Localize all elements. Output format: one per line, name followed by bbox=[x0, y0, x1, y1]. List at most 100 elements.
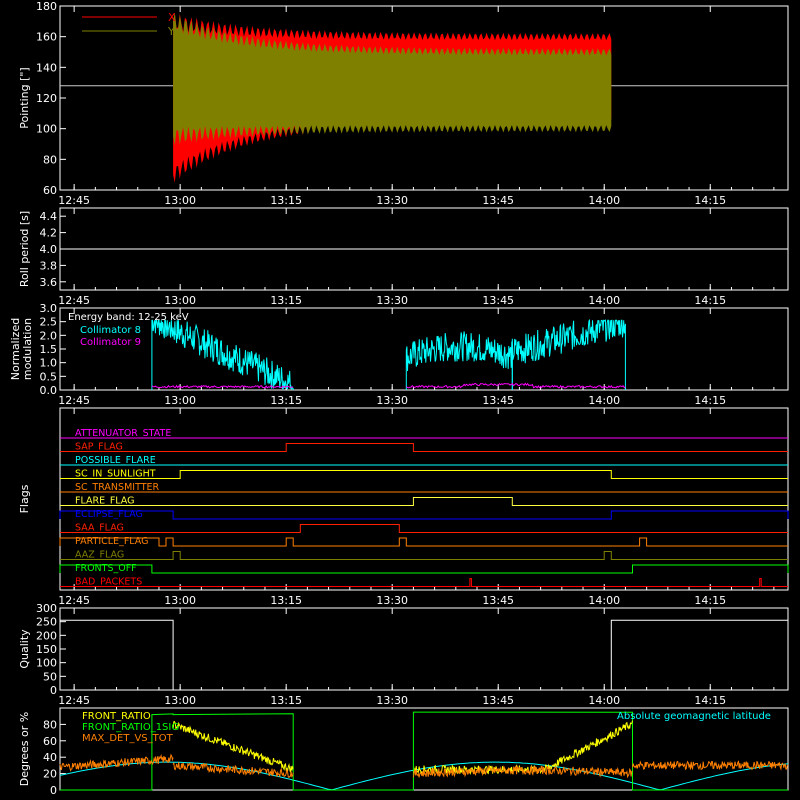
flags-xtick-label: 13:45 bbox=[482, 594, 514, 607]
pointing-legend-label-Y: Y bbox=[167, 25, 175, 38]
modulation-collimator8-segment bbox=[405, 331, 513, 390]
pointing-xtick-label: 13:00 bbox=[164, 194, 196, 207]
modulation-collimator8-segment bbox=[511, 318, 626, 390]
quality-xtick-label: 13:30 bbox=[376, 694, 408, 707]
pointing-xtick-label: 13:15 bbox=[270, 194, 302, 207]
flags-xtick-label: 13:15 bbox=[270, 594, 302, 607]
flag-line-eclipse_flag bbox=[59, 510, 789, 520]
pointing-ylabel: Pointing ["] bbox=[18, 67, 31, 128]
ratios-legend-0: FRONT_RATIO bbox=[82, 711, 151, 722]
flag-label-particle_flag: PARTICLE_FLAG bbox=[75, 536, 148, 547]
flag-label-flare_flag: FLARE_FLAG bbox=[75, 496, 135, 507]
ratios-max-det-line bbox=[172, 762, 294, 779]
ratios-ytick-label: 60 bbox=[43, 735, 57, 748]
ratios-annotation: Absolute geomagnetic latitude bbox=[617, 711, 771, 722]
roll-ytick-label: 3.8 bbox=[40, 259, 58, 272]
ratios-legend-2: MAX_DET_VS_TOT bbox=[82, 733, 174, 744]
pointing-xtick-label: 13:45 bbox=[482, 194, 514, 207]
ratios-front-ratio-1sig-line bbox=[60, 711, 788, 791]
flags-ylabel: Flags bbox=[18, 484, 31, 513]
modulation-ytick-label: 3.0 bbox=[40, 302, 58, 315]
modulation-ylabel-line2: modulation bbox=[21, 318, 34, 380]
flag-label-saa_flag: SAA_FLAG bbox=[75, 523, 124, 534]
flag-label-sc_transmitter: SC_TRANSMITTER bbox=[75, 482, 160, 493]
quality-ytick-label: 250 bbox=[36, 616, 57, 629]
flag-label-possible_flare: POSSIBLE_FLARE bbox=[75, 455, 156, 466]
ratios-ytick-label: 20 bbox=[43, 768, 57, 781]
flags-panel: 12:45 13:00 13:15 13:30 13:45 14:00 14:15 Flags… bbox=[18, 407, 789, 607]
roll-xtick-label: 12:45 bbox=[58, 294, 90, 307]
modulation-ytick-label: 1.5 bbox=[40, 343, 58, 356]
quality-ytick-label: 50 bbox=[43, 670, 57, 683]
quality-xtick-label: 13:00 bbox=[164, 694, 196, 707]
pointing-xtick-label: 13:30 bbox=[376, 194, 408, 207]
flag-label-attenuator_state: ATTENUATOR_STATE bbox=[75, 428, 171, 439]
pointing-series-Y bbox=[173, 12, 612, 146]
modulation-collimator9-segment bbox=[151, 384, 294, 389]
ratios-front-ratio-line bbox=[172, 721, 294, 773]
flag-line-sc_in_sunlight bbox=[60, 470, 788, 479]
pointing-xtick-label: 14:00 bbox=[588, 194, 620, 207]
flag-line-sap_flag bbox=[60, 443, 788, 452]
modulation-xtick-label: 13:15 bbox=[270, 394, 302, 407]
pointing-panel: 60 80 100 120 140 160 180 12:45 13:00 13:15 13:30 1… bbox=[18, 0, 789, 207]
flag-line-fronts_off bbox=[59, 564, 789, 574]
modulation-ylabel-line1: Normalized bbox=[9, 318, 22, 380]
flags-xtick-label: 14:15 bbox=[694, 594, 726, 607]
quality-xtick-label: 13:15 bbox=[270, 694, 302, 707]
roll-xtick-label: 14:15 bbox=[694, 294, 726, 307]
ratios-max-det-line bbox=[632, 760, 789, 771]
modulation-xtick-label: 14:15 bbox=[694, 394, 726, 407]
ratios-ytick-label: 40 bbox=[43, 751, 57, 764]
flag-label-sap_flag: SAP_FLAG bbox=[75, 442, 123, 453]
roll-ytick-label: 4.4 bbox=[40, 210, 58, 223]
pointing-xtick-label: 12:45 bbox=[58, 194, 90, 207]
modulation-legend-0: Collimator 8 bbox=[80, 325, 141, 336]
ratios-max-det-line bbox=[59, 753, 174, 772]
modulation-xtick-label: 14:00 bbox=[588, 394, 620, 407]
modulation-xtick-label: 12:45 bbox=[58, 394, 90, 407]
quality-ylabel: Quality bbox=[18, 629, 31, 669]
ratios-frame bbox=[59, 707, 789, 791]
roll-xtick-label: 14:00 bbox=[588, 294, 620, 307]
quality-xtick-label: 13:45 bbox=[482, 694, 514, 707]
pointing-xtick-label: 14:15 bbox=[694, 194, 726, 207]
modulation-legend-1: Collimator 9 bbox=[80, 337, 141, 348]
flag-label-fronts_off: FRONTS_OFF bbox=[75, 563, 137, 574]
ratios-ytick-label: 80 bbox=[43, 718, 57, 731]
pointing-ytick-label: 80 bbox=[43, 153, 57, 166]
modulation-ytick-label: 2.5 bbox=[40, 316, 58, 329]
flag-line-aaz_flag bbox=[60, 551, 788, 560]
roll-ytick-label: 4.0 bbox=[40, 243, 58, 256]
quality-xtick-label: 14:15 bbox=[694, 694, 726, 707]
modulation-xtick-label: 13:00 bbox=[164, 394, 196, 407]
ratios-max-det-line bbox=[412, 764, 633, 779]
pointing-legend-label-X: X bbox=[168, 11, 176, 24]
modulation-ytick-label: 0.0 bbox=[40, 384, 58, 397]
flags-xtick-label: 13:00 bbox=[164, 594, 196, 607]
modulation-ytick-label: 0.5 bbox=[40, 370, 58, 383]
quality-series-line bbox=[60, 619, 788, 691]
quality-ytick-label: 200 bbox=[36, 629, 57, 642]
roll-ylabel: Roll period [s] bbox=[18, 211, 31, 287]
modulation-ytick-label: 2.0 bbox=[40, 329, 58, 342]
flags-xtick-label: 13:30 bbox=[376, 594, 408, 607]
roll-xtick-label: 13:30 bbox=[376, 294, 408, 307]
flags-xtick-label: 14:00 bbox=[588, 594, 620, 607]
flag-label-aaz_flag: AAZ_FLAG bbox=[75, 550, 124, 561]
pointing-ytick-label: 140 bbox=[36, 61, 57, 74]
flags-frame bbox=[59, 407, 789, 591]
ratios-ytick-label: 0 bbox=[50, 784, 57, 797]
roll-ytick-label: 4.2 bbox=[40, 227, 58, 240]
modulation-xtick-label: 13:30 bbox=[376, 394, 408, 407]
modulation-annotation: Energy band: 12-25 keV bbox=[68, 312, 189, 323]
pointing-ytick-label: 180 bbox=[36, 0, 57, 13]
quality-xtick-label: 12:45 bbox=[58, 694, 90, 707]
roll-xtick-label: 13:15 bbox=[270, 294, 302, 307]
flag-line-flare_flag bbox=[60, 497, 788, 506]
flag-label-sc_in_sunlight: SC_IN_SUNLIGHT bbox=[75, 469, 156, 480]
flag-label-eclipse_flag: ECLIPSE_FLAG bbox=[75, 509, 143, 520]
